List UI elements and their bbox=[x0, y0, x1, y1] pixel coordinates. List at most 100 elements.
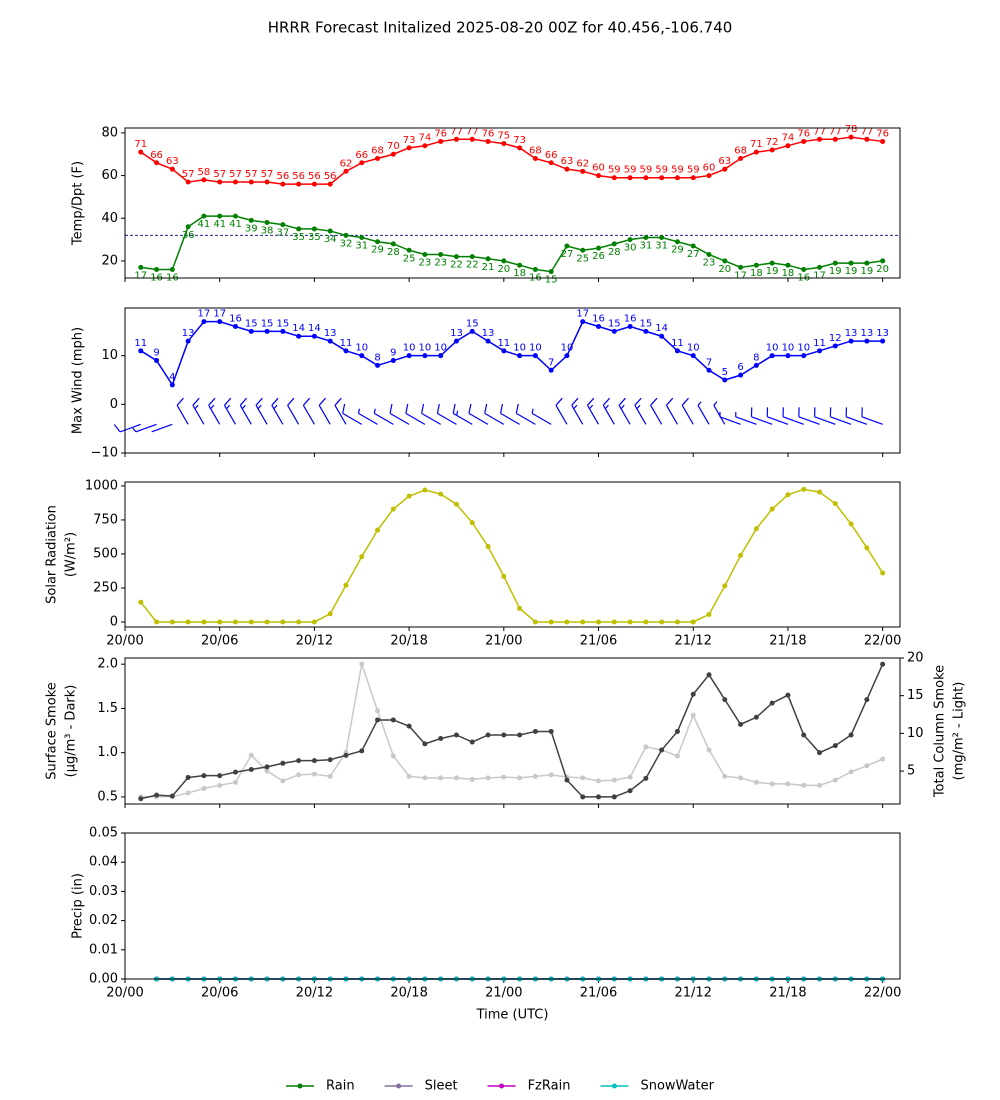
point bbox=[232, 179, 238, 185]
x-tick-label: 20/06 bbox=[201, 634, 238, 649]
data-label: 10 bbox=[419, 343, 432, 354]
point bbox=[706, 611, 712, 617]
point bbox=[327, 757, 333, 763]
point bbox=[154, 792, 160, 798]
data-label: 75 bbox=[497, 131, 510, 142]
y-tick-label: 1.0 bbox=[97, 745, 118, 760]
point bbox=[453, 775, 459, 781]
data-label: 15 bbox=[466, 318, 479, 329]
point bbox=[248, 766, 254, 772]
point bbox=[722, 697, 728, 703]
point bbox=[517, 775, 523, 781]
data-label: 25 bbox=[403, 253, 416, 264]
wind-barb bbox=[798, 407, 820, 425]
data-label: 7 bbox=[548, 357, 554, 368]
point bbox=[438, 736, 444, 742]
data-label: 10 bbox=[766, 343, 779, 354]
data-label: 18 bbox=[513, 268, 526, 279]
data-label: 57 bbox=[261, 169, 274, 180]
point bbox=[422, 775, 428, 781]
wind-barb bbox=[436, 403, 457, 425]
figure-title: HRRR Forecast Initalized 2025-08-20 00Z … bbox=[268, 19, 733, 37]
data-label: 60 bbox=[703, 163, 716, 174]
data-label: 59 bbox=[687, 165, 700, 176]
point bbox=[280, 328, 286, 334]
point bbox=[643, 775, 649, 781]
point bbox=[264, 328, 270, 334]
data-label: 20 bbox=[718, 264, 731, 275]
point bbox=[532, 773, 538, 779]
data-label: 10 bbox=[687, 343, 700, 354]
x-tick-label: 20/00 bbox=[106, 634, 143, 649]
data-label: 73 bbox=[513, 135, 526, 146]
point bbox=[390, 151, 396, 157]
point bbox=[532, 156, 538, 162]
y-tick-label: 0.02 bbox=[89, 913, 118, 928]
point bbox=[769, 700, 775, 706]
point bbox=[817, 750, 823, 756]
data-label: 8 bbox=[753, 352, 759, 363]
x-tick-label: 20/12 bbox=[296, 634, 333, 649]
y-axis-label: Surface Smoke bbox=[45, 682, 60, 780]
legend-marker bbox=[611, 1083, 617, 1089]
data-label: 70 bbox=[387, 141, 400, 152]
point bbox=[154, 358, 160, 364]
point bbox=[390, 717, 396, 723]
x-tick-label: 22/00 bbox=[864, 986, 901, 1001]
point bbox=[438, 138, 444, 144]
wind-barb bbox=[713, 401, 726, 425]
data-label: 19 bbox=[845, 266, 858, 277]
point bbox=[453, 501, 459, 507]
point bbox=[485, 732, 491, 738]
data-label: 41 bbox=[198, 219, 211, 230]
data-label: 74 bbox=[419, 133, 432, 144]
point bbox=[627, 237, 633, 243]
y2-tick-label: 15 bbox=[907, 688, 924, 703]
x-tick-label: 21/12 bbox=[674, 634, 711, 649]
point bbox=[753, 149, 759, 155]
wind-barb bbox=[287, 397, 300, 425]
point bbox=[406, 773, 412, 779]
wind-barb bbox=[719, 412, 741, 425]
point bbox=[517, 732, 523, 738]
data-label: 19 bbox=[766, 266, 779, 277]
point bbox=[564, 353, 570, 359]
data-label: 66 bbox=[355, 150, 368, 161]
data-label: 20 bbox=[876, 264, 889, 275]
point bbox=[674, 175, 680, 181]
data-label: 9 bbox=[153, 348, 159, 359]
data-label: 38 bbox=[261, 226, 274, 237]
data-label: 22 bbox=[450, 260, 463, 271]
data-label: 15 bbox=[640, 318, 653, 329]
point bbox=[296, 772, 302, 778]
point bbox=[232, 769, 238, 775]
point bbox=[296, 333, 302, 339]
point bbox=[532, 353, 538, 359]
data-label: 59 bbox=[655, 165, 668, 176]
x-tick-label: 20/18 bbox=[390, 986, 427, 1001]
point bbox=[501, 141, 507, 147]
point bbox=[532, 728, 538, 734]
point bbox=[453, 136, 459, 142]
wind-barb bbox=[845, 407, 868, 425]
point bbox=[611, 777, 617, 783]
data-label: 78 bbox=[845, 124, 858, 135]
data-label: 17 bbox=[198, 309, 211, 320]
data-label: 77 bbox=[466, 126, 479, 137]
point bbox=[596, 794, 602, 800]
point bbox=[154, 619, 160, 625]
point bbox=[785, 353, 791, 359]
wind-barb bbox=[318, 397, 331, 425]
wind-barb bbox=[697, 401, 710, 425]
data-label: 10 bbox=[513, 343, 526, 354]
point bbox=[359, 661, 365, 667]
point bbox=[880, 661, 886, 667]
wind-barb bbox=[239, 397, 252, 425]
point bbox=[469, 739, 475, 745]
point bbox=[674, 348, 680, 354]
y-tick-label: 10 bbox=[101, 348, 118, 363]
point bbox=[169, 266, 175, 272]
point bbox=[406, 493, 412, 499]
point bbox=[517, 145, 523, 151]
point bbox=[185, 619, 191, 625]
